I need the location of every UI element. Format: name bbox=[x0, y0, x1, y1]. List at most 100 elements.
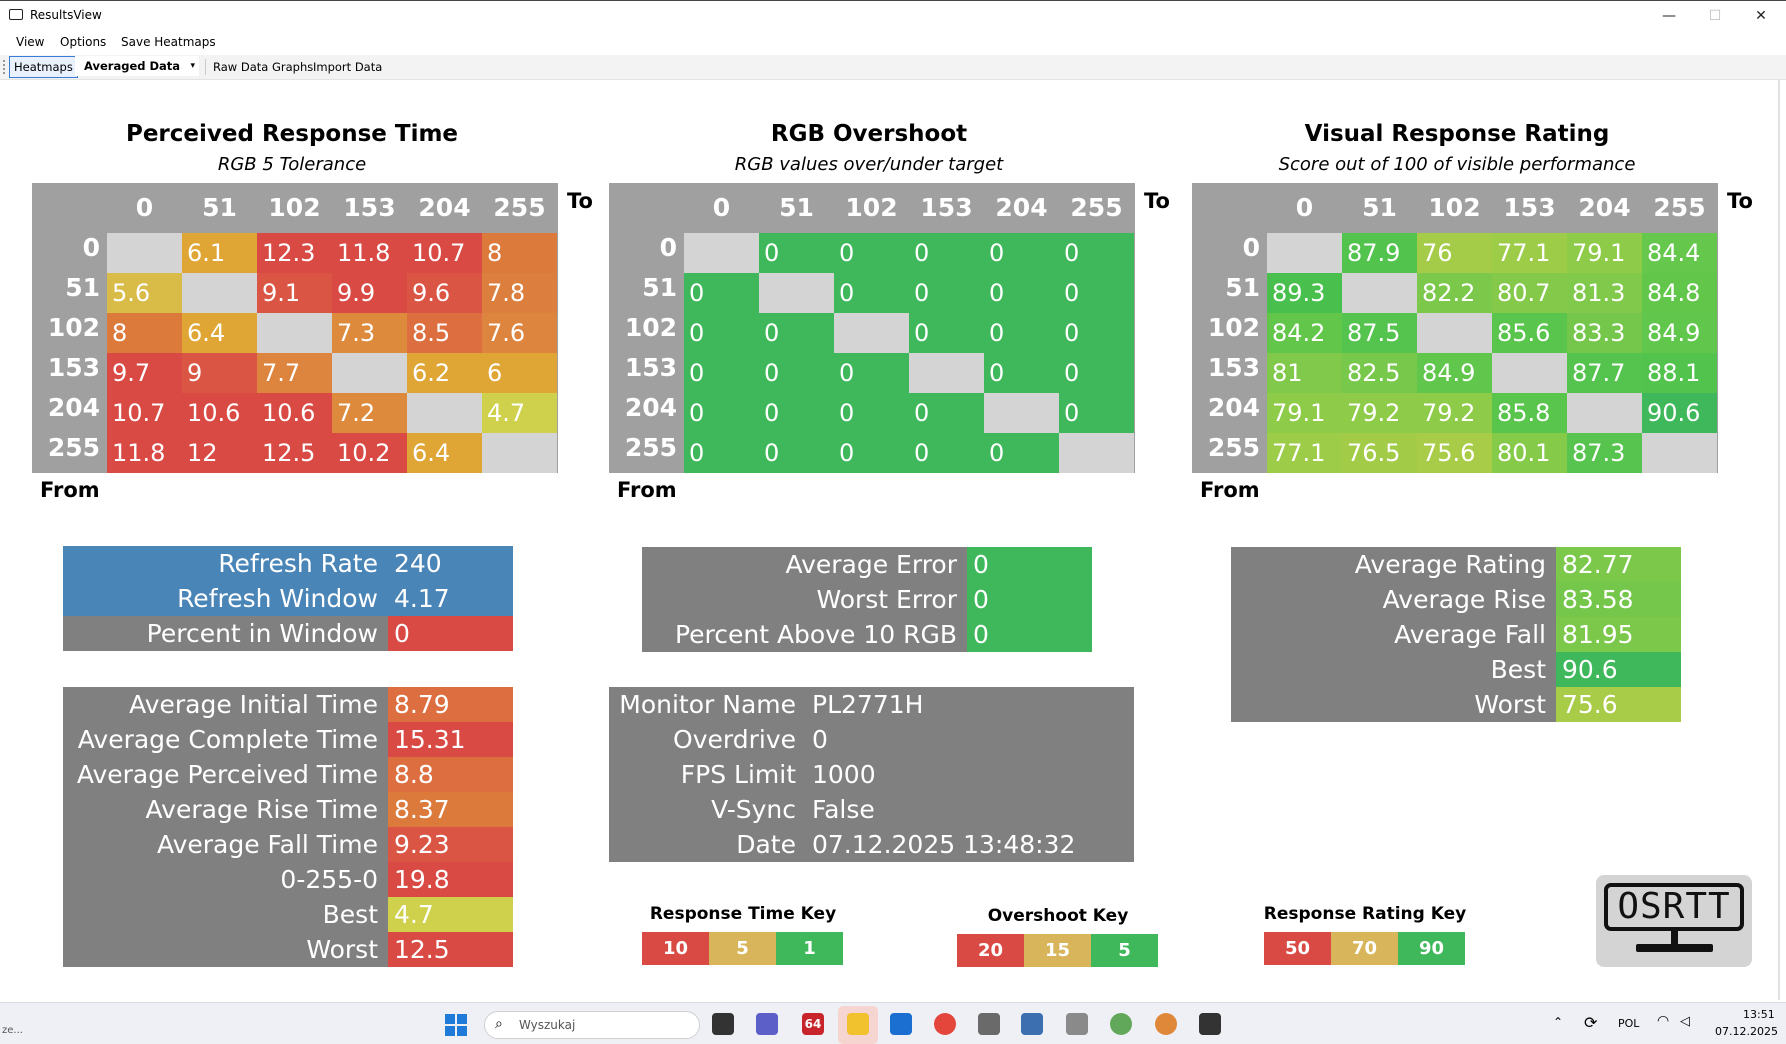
chrome-icon[interactable] bbox=[934, 1013, 956, 1035]
perceived-response-time-cell[interactable]: 7.7 bbox=[257, 353, 332, 393]
rgb-overshoot-cell[interactable] bbox=[759, 273, 834, 313]
visual-response-rating-cell[interactable] bbox=[1492, 353, 1567, 393]
rgb-overshoot-cell[interactable]: 0 bbox=[1059, 353, 1134, 393]
perceived-response-time-cell[interactable]: 5.6 bbox=[107, 273, 182, 313]
visual-response-rating-cell[interactable]: 84.2 bbox=[1267, 313, 1342, 353]
visual-response-rating-cell[interactable]: 79.1 bbox=[1267, 393, 1342, 433]
visual-response-rating-cell[interactable]: 84.9 bbox=[1417, 353, 1492, 393]
visual-response-rating-cell[interactable]: 90.6 bbox=[1642, 393, 1717, 433]
rgb-overshoot-cell[interactable]: 0 bbox=[984, 433, 1059, 473]
perceived-response-time-cell[interactable]: 10.6 bbox=[257, 393, 332, 433]
visual-response-rating-cell[interactable]: 85.8 bbox=[1492, 393, 1567, 433]
perceived-response-time-cell[interactable]: 9.6 bbox=[407, 273, 482, 313]
perceived-response-time-cell[interactable] bbox=[182, 273, 257, 313]
rgb-overshoot-cell[interactable]: 0 bbox=[909, 273, 984, 313]
rgb-overshoot-cell[interactable] bbox=[909, 353, 984, 393]
perceived-response-time-cell[interactable]: 7.2 bbox=[332, 393, 407, 433]
visual-response-rating-cell[interactable]: 79.1 bbox=[1567, 233, 1642, 273]
rgb-overshoot-cell[interactable] bbox=[1059, 433, 1134, 473]
perceived-response-time-cell[interactable]: 6 bbox=[482, 353, 557, 393]
mail-icon[interactable] bbox=[890, 1013, 912, 1035]
menu-save-heatmaps[interactable]: Save Heatmaps bbox=[121, 35, 216, 49]
rgb-overshoot-cell[interactable]: 0 bbox=[1059, 393, 1134, 433]
rgb-overshoot-cell[interactable]: 0 bbox=[984, 353, 1059, 393]
sync-icon[interactable]: ⟳ bbox=[1584, 1013, 1598, 1032]
perceived-response-time-cell[interactable]: 11.8 bbox=[332, 233, 407, 273]
rgb-overshoot-cell[interactable]: 0 bbox=[759, 433, 834, 473]
rgb-overshoot-cell[interactable]: 0 bbox=[834, 433, 909, 473]
volume-icon[interactable]: ◁ bbox=[1680, 1014, 1690, 1029]
perceived-response-time-cell[interactable] bbox=[107, 233, 182, 273]
clock-time[interactable]: 13:51 bbox=[1743, 1008, 1775, 1021]
perceived-response-time-cell[interactable]: 10.7 bbox=[107, 393, 182, 433]
visual-response-rating-cell[interactable] bbox=[1567, 393, 1642, 433]
rgb-overshoot-cell[interactable] bbox=[684, 233, 759, 273]
perceived-response-time-cell[interactable]: 6.4 bbox=[407, 433, 482, 473]
rgb-overshoot-cell[interactable]: 0 bbox=[684, 353, 759, 393]
visual-response-rating-cell[interactable]: 89.3 bbox=[1267, 273, 1342, 313]
rgb-overshoot-cell[interactable]: 0 bbox=[1059, 273, 1134, 313]
visual-response-rating-cell[interactable]: 85.6 bbox=[1492, 313, 1567, 353]
visual-response-rating-cell[interactable]: 82.2 bbox=[1417, 273, 1492, 313]
perceived-response-time-cell[interactable] bbox=[332, 353, 407, 393]
perceived-response-time-cell[interactable]: 10.2 bbox=[332, 433, 407, 473]
rgb-overshoot-cell[interactable]: 0 bbox=[984, 233, 1059, 273]
perceived-response-time-cell[interactable]: 6.4 bbox=[182, 313, 257, 353]
perceived-response-time-cell[interactable]: 6.2 bbox=[407, 353, 482, 393]
raw-data-graphs-button[interactable]: Raw Data Graphs bbox=[213, 60, 314, 74]
visual-response-rating-cell[interactable]: 75.6 bbox=[1417, 433, 1492, 473]
perceived-response-time-cell[interactable] bbox=[407, 393, 482, 433]
app-icon-3[interactable] bbox=[1066, 1013, 1088, 1035]
maximize-button[interactable]: ☐ bbox=[1708, 8, 1722, 24]
osrtt-taskbar-icon[interactable] bbox=[1199, 1013, 1221, 1035]
perceived-response-time-cell[interactable]: 9.1 bbox=[257, 273, 332, 313]
visual-response-rating-cell[interactable]: 87.5 bbox=[1342, 313, 1417, 353]
rgb-overshoot-cell[interactable]: 0 bbox=[684, 393, 759, 433]
perceived-response-time-cell[interactable]: 12 bbox=[182, 433, 257, 473]
visual-response-rating-cell[interactable]: 81.3 bbox=[1567, 273, 1642, 313]
rgb-overshoot-cell[interactable]: 0 bbox=[759, 393, 834, 433]
rgb-overshoot-cell[interactable]: 0 bbox=[684, 433, 759, 473]
rgb-overshoot-cell[interactable] bbox=[834, 313, 909, 353]
perceived-response-time-cell[interactable]: 9.9 bbox=[332, 273, 407, 313]
app-icon-1[interactable] bbox=[978, 1013, 1000, 1035]
chevron-up-icon[interactable]: ⌃ bbox=[1553, 1015, 1564, 1029]
visual-response-rating-cell[interactable]: 84.4 bbox=[1642, 233, 1717, 273]
visual-response-rating-cell[interactable]: 80.7 bbox=[1492, 273, 1567, 313]
visual-response-rating-cell[interactable]: 77.1 bbox=[1267, 433, 1342, 473]
rgb-overshoot-cell[interactable]: 0 bbox=[684, 313, 759, 353]
rgb-overshoot-cell[interactable]: 0 bbox=[1059, 233, 1134, 273]
perceived-response-time-cell[interactable]: 7.8 bbox=[482, 273, 557, 313]
tab-heatmaps[interactable]: Heatmaps bbox=[9, 56, 78, 78]
language-indicator[interactable]: POL bbox=[1618, 1017, 1640, 1030]
visual-response-rating-cell[interactable]: 84.8 bbox=[1642, 273, 1717, 313]
minimize-button[interactable]: — bbox=[1662, 8, 1676, 24]
rgb-overshoot-cell[interactable]: 0 bbox=[984, 273, 1059, 313]
visual-response-rating-cell[interactable]: 76 bbox=[1417, 233, 1492, 273]
menu-view[interactable]: View bbox=[16, 35, 45, 49]
import-data-button[interactable]: Import Data bbox=[313, 60, 383, 74]
app-64-icon[interactable]: 64 bbox=[802, 1013, 824, 1035]
visual-response-rating-cell[interactable]: 76.5 bbox=[1342, 433, 1417, 473]
rgb-overshoot-cell[interactable]: 0 bbox=[909, 393, 984, 433]
perceived-response-time-cell[interactable]: 8 bbox=[107, 313, 182, 353]
rgb-overshoot-cell[interactable]: 0 bbox=[984, 313, 1059, 353]
rgb-overshoot-cell[interactable]: 0 bbox=[909, 433, 984, 473]
menu-options[interactable]: Options bbox=[60, 35, 107, 49]
perceived-response-time-cell[interactable]: 6.1 bbox=[182, 233, 257, 273]
rgb-overshoot-cell[interactable]: 0 bbox=[834, 353, 909, 393]
visual-response-rating-cell[interactable]: 81 bbox=[1267, 353, 1342, 393]
visual-response-rating-cell[interactable]: 87.9 bbox=[1342, 233, 1417, 273]
visual-response-rating-cell[interactable]: 83.3 bbox=[1567, 313, 1642, 353]
scrollbar[interactable] bbox=[1774, 80, 1784, 1000]
visual-response-rating-cell[interactable]: 87.7 bbox=[1567, 353, 1642, 393]
rgb-overshoot-cell[interactable]: 0 bbox=[834, 273, 909, 313]
rgb-overshoot-cell[interactable]: 0 bbox=[684, 273, 759, 313]
perceived-response-time-cell[interactable]: 4.7 bbox=[482, 393, 557, 433]
visual-response-rating-cell[interactable]: 87.3 bbox=[1567, 433, 1642, 473]
rgb-overshoot-cell[interactable]: 0 bbox=[1059, 313, 1134, 353]
perceived-response-time-cell[interactable]: 8 bbox=[482, 233, 557, 273]
perceived-response-time-cell[interactable]: 7.3 bbox=[332, 313, 407, 353]
clock-date[interactable]: 07.12.2025 bbox=[1715, 1025, 1778, 1038]
perceived-response-time-cell[interactable]: 12.5 bbox=[257, 433, 332, 473]
